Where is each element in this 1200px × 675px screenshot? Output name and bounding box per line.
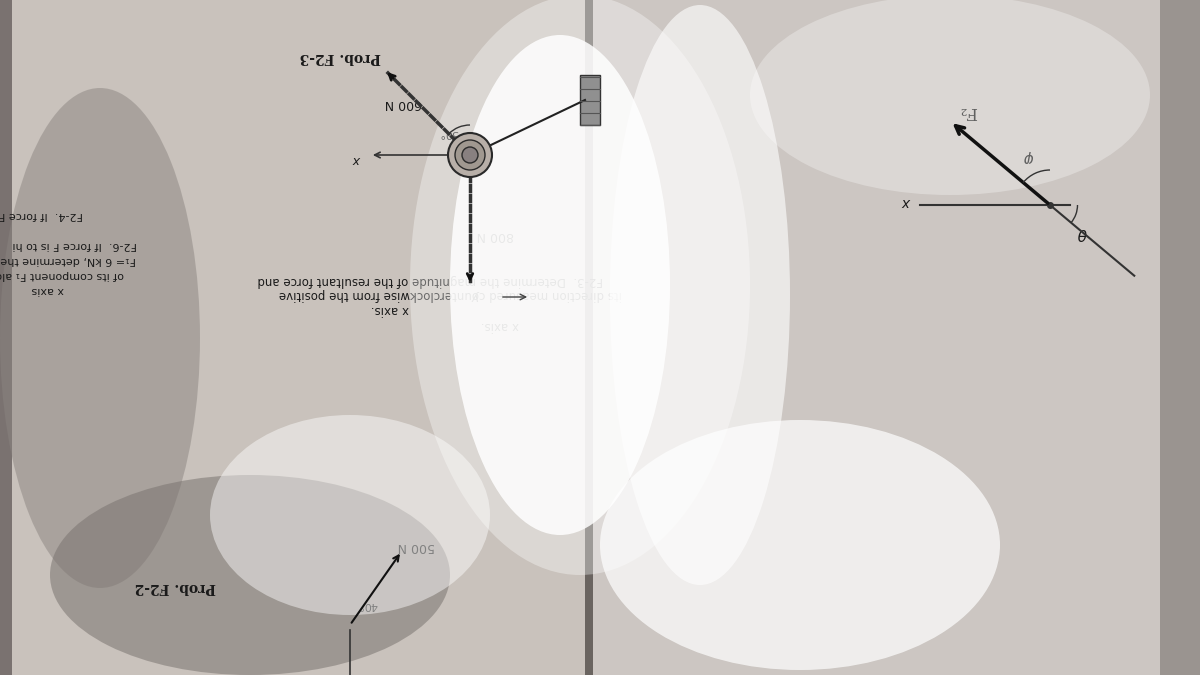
Text: x axis.: x axis. [481, 319, 520, 331]
Ellipse shape [0, 88, 200, 588]
Bar [590, 0, 1200, 675]
Text: 500 N: 500 N [398, 540, 436, 553]
Circle shape [448, 133, 492, 177]
Text: its direction measured counterclockwise from the positive: its direction measured counterclockwise … [278, 288, 622, 302]
Circle shape [462, 147, 478, 163]
Bar [0, 0, 590, 675]
Text: 800 N: 800 N [476, 229, 514, 242]
Text: x axis: x axis [31, 285, 65, 295]
Text: x axis.: x axis. [371, 304, 409, 317]
Ellipse shape [410, 0, 750, 575]
Bar [1160, 0, 1200, 675]
Text: 600 N: 600 N [385, 97, 422, 110]
Text: F2-4.  If force F is b: F2-4. If force F is b [0, 210, 84, 220]
Text: Prob. F2-2: Prob. F2-2 [134, 580, 216, 594]
Text: Prob. F2-3: Prob. F2-3 [299, 50, 380, 64]
Text: F2-6.  If force F is to hi: F2-6. If force F is to hi [13, 240, 137, 250]
Text: of its component F₁ alo: of its component F₁ alo [0, 270, 125, 280]
Ellipse shape [750, 0, 1150, 195]
Ellipse shape [610, 5, 790, 585]
Text: y: y [473, 290, 481, 304]
Text: F₁= 6 kN, determine the: F₁= 6 kN, determine the [0, 255, 136, 265]
Text: x: x [354, 153, 361, 167]
Bar [586, 0, 593, 675]
Ellipse shape [450, 35, 670, 535]
Text: θ: θ [1078, 225, 1087, 240]
Text: φ: φ [1022, 149, 1033, 165]
Text: 30°: 30° [438, 128, 457, 138]
Text: 40°: 40° [358, 600, 378, 610]
Text: F2-3.  Determine the magnitude of the resultant force and: F2-3. Determine the magnitude of the res… [257, 273, 602, 286]
Circle shape [455, 140, 485, 170]
Ellipse shape [50, 475, 450, 675]
FancyBboxPatch shape [580, 75, 600, 125]
Ellipse shape [210, 415, 490, 615]
Bar [0, 0, 12, 675]
Ellipse shape [600, 420, 1000, 670]
Text: F₂: F₂ [959, 103, 978, 120]
Text: x: x [902, 195, 911, 209]
